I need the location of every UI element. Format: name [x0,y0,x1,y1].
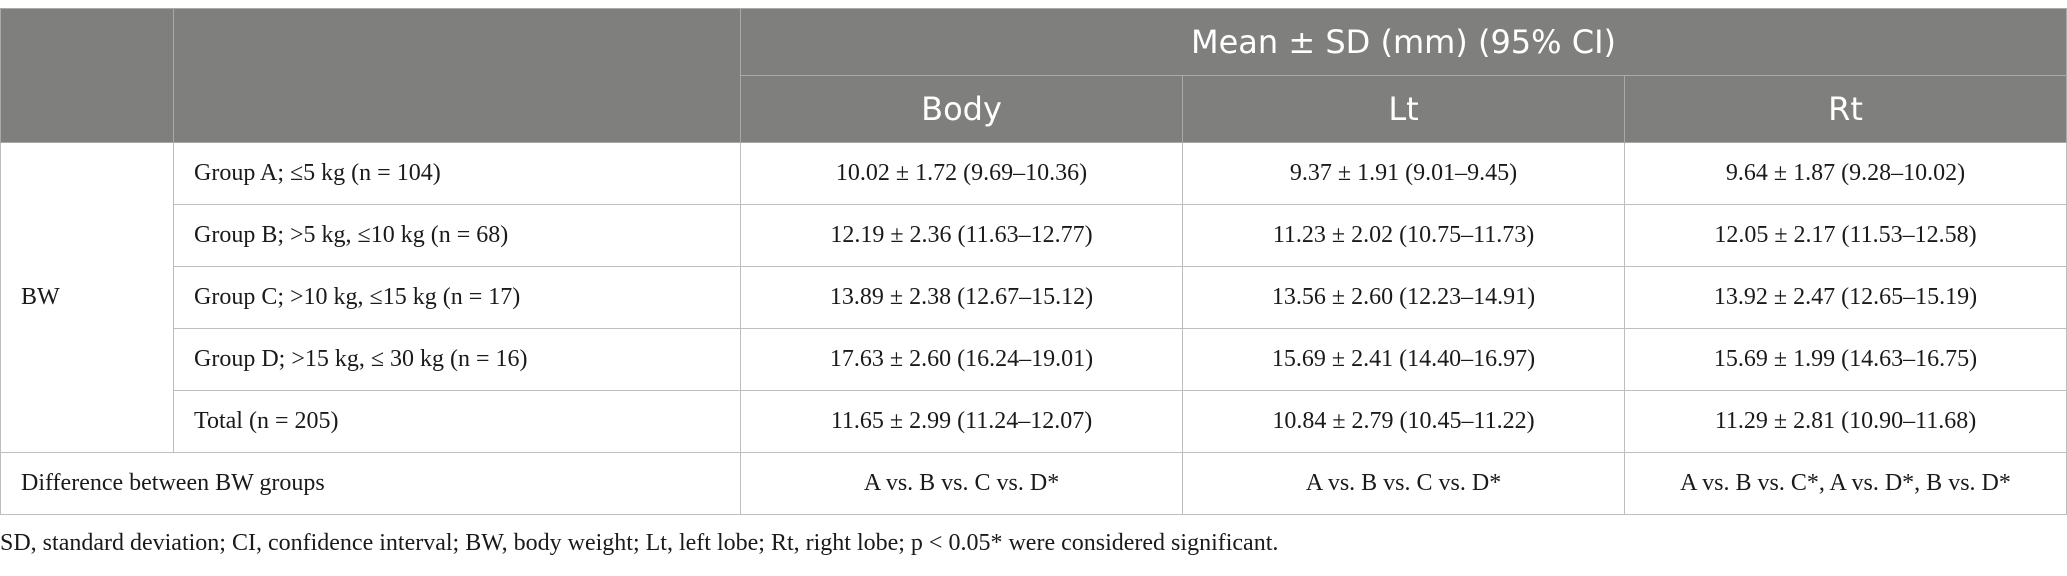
cell-lt: 15.69 ± 2.41 (14.40–16.97) [1182,328,1625,391]
header-span-title: Mean ± SD (mm) (95% CI) [740,8,2067,76]
cell-rt: 15.69 ± 1.99 (14.63–16.75) [1624,328,2067,391]
table-row: Group B; >5 kg, ≤10 kg (n = 68) 12.19 ± … [1,204,2067,267]
difference-body: A vs. B vs. C vs. D* [740,452,1183,515]
table-row: BW Group A; ≤5 kg (n = 104) 10.02 ± 1.72… [0,142,2067,453]
bw-group-label: BW [0,142,174,453]
cell-lt: 11.23 ± 2.02 (10.75–11.73) [1182,204,1625,267]
header-row-top: Mean ± SD (mm) (95% CI) [0,8,2067,143]
row-label: Group A; ≤5 kg (n = 104) [173,142,741,205]
header-row-columns: Body Lt Rt [1,75,2067,143]
cell-rt: 9.64 ± 1.87 (9.28–10.02) [1624,142,2067,205]
header-empty-cell-2 [173,8,741,143]
cell-body: 17.63 ± 2.60 (16.24–19.01) [740,328,1183,391]
row-label: Group B; >5 kg, ≤10 kg (n = 68) [173,204,741,267]
difference-rt: A vs. B vs. C*, A vs. D*, B vs. D* [1624,452,2067,515]
difference-label: Difference between BW groups [0,452,741,515]
header-empty-cell-1 [0,8,174,143]
row-label: Group C; >10 kg, ≤15 kg (n = 17) [173,266,741,329]
cell-body: 12.19 ± 2.36 (11.63–12.77) [740,204,1183,267]
cell-rt: 11.29 ± 2.81 (10.90–11.68) [1624,390,2067,453]
cell-rt: 12.05 ± 2.17 (11.53–12.58) [1624,204,2067,267]
header-col-body: Body [740,75,1183,143]
difference-row: Difference between BW groups A vs. B vs.… [0,452,2067,515]
cell-rt: 13.92 ± 2.47 (12.65–15.19) [1624,266,2067,329]
table-row: Group D; >15 kg, ≤ 30 kg (n = 16) 17.63 … [1,328,2067,391]
table-row: Total (n = 205) 11.65 ± 2.99 (11.24–12.0… [1,390,2067,453]
cell-body: 13.89 ± 2.38 (12.67–15.12) [740,266,1183,329]
cell-body: 11.65 ± 2.99 (11.24–12.07) [740,390,1183,453]
row-label: Group D; >15 kg, ≤ 30 kg (n = 16) [173,328,741,391]
cell-lt: 9.37 ± 1.91 (9.01–9.45) [1182,142,1625,205]
header-col-lt: Lt [1182,75,1625,143]
header-col-rt: Rt [1624,75,2067,143]
cell-lt: 13.56 ± 2.60 (12.23–14.91) [1182,266,1625,329]
cell-lt: 10.84 ± 2.79 (10.45–11.22) [1182,390,1625,453]
cell-body: 10.02 ± 1.72 (9.69–10.36) [740,142,1183,205]
measurement-table: Mean ± SD (mm) (95% CI) Body Lt Rt BW Gr… [0,8,2067,515]
table-footnote: SD, standard deviation; CI, confidence i… [0,530,1279,556]
table-row: Group C; >10 kg, ≤15 kg (n = 17) 13.89 ±… [1,266,2067,329]
row-label: Total (n = 205) [173,390,741,453]
table-container: Mean ± SD (mm) (95% CI) Body Lt Rt BW Gr… [0,8,2067,515]
difference-lt: A vs. B vs. C vs. D* [1182,452,1625,515]
